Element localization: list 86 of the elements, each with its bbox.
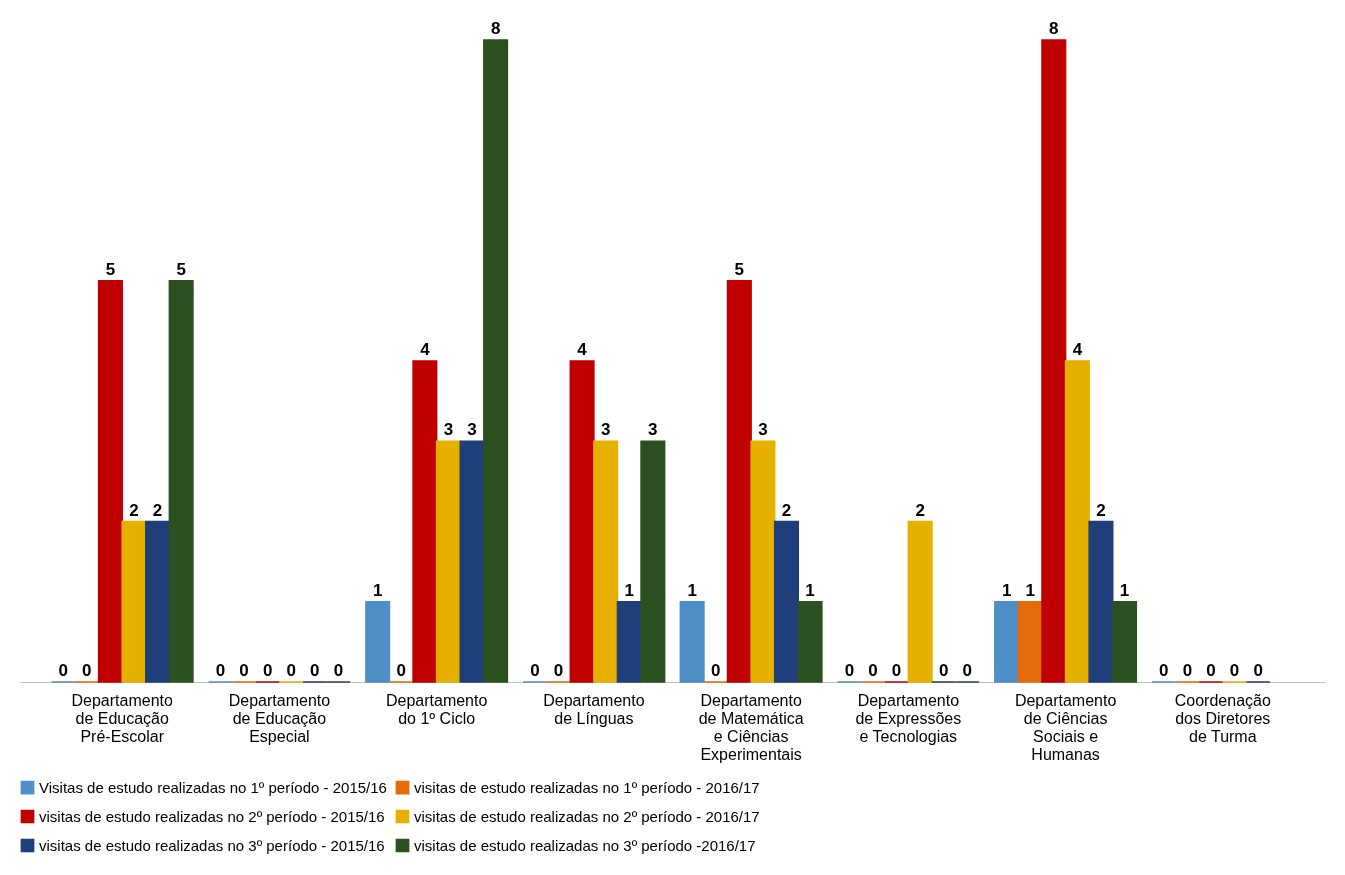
x-tick-label: Coordenação dos Diretores de Turma: [1174, 691, 1271, 745]
data-label: 0: [82, 661, 92, 680]
bar: [435, 440, 461, 683]
bar: [726, 280, 752, 683]
x-tick-label: Departamento de Línguas: [543, 691, 645, 727]
legend-label: Visitas de estudo realizadas no 1º período - 2015/16: [39, 778, 387, 796]
data-label: 5: [734, 259, 745, 279]
data-label: 2: [915, 500, 925, 520]
data-label: 0: [553, 661, 564, 680]
data-label: 5: [176, 259, 186, 279]
data-label: 0: [962, 661, 973, 680]
data-label: 0: [1182, 661, 1193, 680]
bar: [1088, 520, 1114, 683]
bar: [1064, 360, 1090, 683]
bar: [365, 601, 391, 683]
x-tick-label: Departamento de Expressões e Tecnologias: [855, 691, 962, 745]
data-label: 3: [467, 420, 477, 440]
data-label: 4: [1072, 340, 1083, 359]
data-label: 1: [687, 580, 697, 600]
data-label: 4: [420, 340, 431, 359]
bar: [121, 520, 147, 683]
data-label: 0: [215, 661, 226, 680]
legend-label: visitas de estudo realizadas no 3º período -2016/17: [414, 836, 756, 854]
data-label: 0: [262, 661, 273, 680]
data-label: 0: [1206, 661, 1216, 680]
bar: [907, 520, 933, 683]
data-label: 0: [310, 661, 320, 680]
data-label: 1: [1119, 580, 1130, 600]
x-tick-label: Departamento do 1º Ciclo: [385, 691, 488, 727]
data-label: 0: [711, 661, 721, 680]
data-label: 8: [1049, 19, 1059, 38]
data-label: 3: [600, 420, 611, 440]
data-label: 0: [530, 661, 540, 680]
data-label: 0: [1159, 661, 1169, 680]
bar: [593, 440, 619, 683]
bar: [97, 280, 123, 683]
bar: [1111, 601, 1138, 683]
data-label: 0: [1253, 661, 1263, 680]
x-tick-label: Departamento de Ciências Sociais e Humanas: [1014, 691, 1117, 763]
data-label: 1: [372, 580, 383, 600]
bar: [797, 601, 823, 683]
data-label: 0: [333, 661, 344, 680]
data-label: 3: [758, 420, 768, 440]
bar: [168, 280, 194, 683]
data-label: 2: [1096, 500, 1106, 520]
data-label: 1: [1025, 580, 1035, 600]
legend-label: visitas de estudo realizadas no 3º período - 2015/16: [39, 836, 385, 854]
data-label: 0: [844, 661, 855, 680]
x-tick-label: Departamento de Educação Pré-Escolar: [71, 691, 173, 745]
data-label: 5: [105, 259, 116, 279]
bar: [750, 440, 776, 683]
bar: [145, 520, 171, 683]
data-label: 1: [805, 580, 815, 600]
legend-label: visitas de estudo realizadas no 2º período - 2015/16: [39, 807, 385, 825]
data-label: 2: [781, 500, 792, 520]
bar: [640, 440, 666, 683]
data-label: 0: [1229, 661, 1240, 680]
x-tick-label: Departamento de Educação Especial: [228, 691, 331, 745]
data-label: 0: [286, 661, 296, 680]
bar: [569, 360, 595, 683]
bar: [412, 360, 438, 683]
x-tick-label: Departamento de Matemática e Ciências Experimentais: [698, 691, 804, 763]
bar: [994, 601, 1020, 683]
data-label: 0: [396, 661, 407, 680]
bar: [459, 440, 485, 683]
data-label: 1: [1001, 580, 1012, 600]
data-label: 0: [938, 661, 949, 680]
bar: [616, 601, 642, 683]
data-label: 4: [577, 340, 588, 359]
data-label: 2: [152, 500, 163, 520]
data-label: 3: [648, 420, 658, 440]
bar: [679, 601, 705, 683]
bar: [1041, 39, 1067, 683]
bar: [1017, 601, 1043, 683]
bar: [483, 39, 509, 683]
legend-label: visitas de estudo realizadas no 1º período - 2016/17: [414, 778, 760, 796]
data-label: 0: [868, 661, 878, 680]
data-label: 0: [58, 661, 68, 680]
data-label: 3: [443, 420, 454, 440]
data-label: 8: [490, 19, 501, 38]
legend-label: visitas de estudo realizadas no 2º período - 2016/17: [414, 807, 760, 825]
data-label: 0: [891, 661, 902, 680]
data-label: 2: [129, 500, 139, 520]
data-label: 1: [624, 580, 634, 600]
bar: [773, 520, 800, 683]
data-label: 0: [239, 661, 249, 680]
